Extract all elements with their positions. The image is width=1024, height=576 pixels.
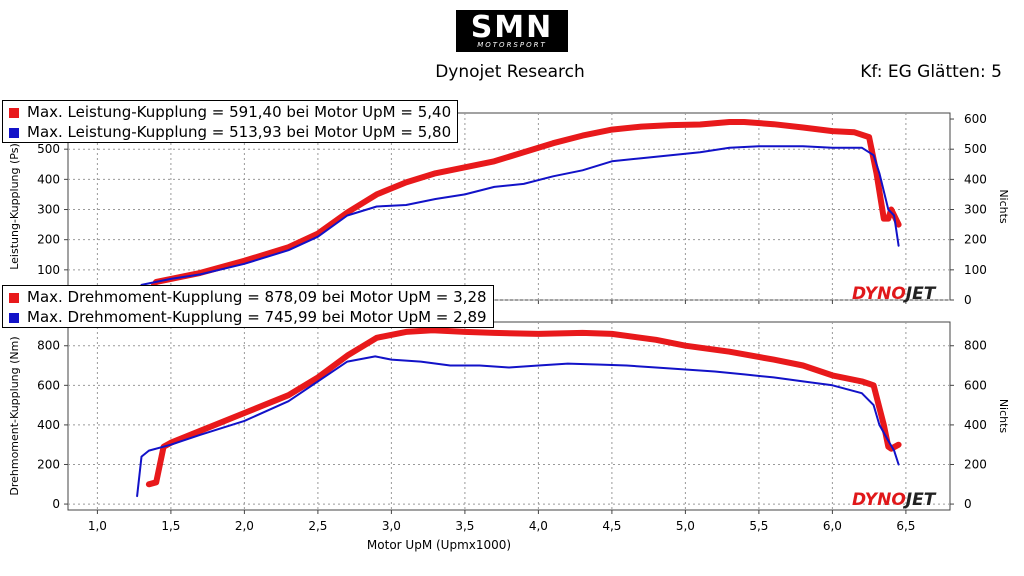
power-y-tick-label: 300 [37,203,60,217]
legend-entry: Max. Drehmoment-Kupplung = 878,09 bei Mo… [9,287,487,307]
legend-text: Max. Leistung-Kupplung = 513,93 bei Moto… [27,123,452,141]
dynojet-part1: DYNO [852,284,906,304]
x-tick-label: 6,5 [896,519,915,533]
logo-subtext: MOTORSPORT [477,41,547,49]
torque-plot-frame [67,321,951,511]
power-y-tick-label: 400 [37,172,60,186]
legend-text: Max. Drehmoment-Kupplung = 745,99 bei Mo… [27,308,487,326]
dynojet-part1: DYNO [852,490,906,510]
legend-swatch-red [9,108,19,118]
torque-series-blue [136,355,900,498]
legend-swatch-blue [9,128,19,138]
torque-y-right-tick-label: 600 [964,378,987,392]
x-tick-label: 1,5 [161,519,180,533]
dynojet-part2: JET [905,490,936,510]
power-y-right-tick-label: 200 [964,233,987,247]
legend-text: Max. Leistung-Kupplung = 591,40 bei Moto… [27,103,452,121]
x-tick-label: 3,0 [382,519,401,533]
power-y-axis-label: Leistung-Kupplung (Ps) [8,143,21,270]
x-tick-label: 5,0 [676,519,695,533]
power-series-blue [136,145,900,300]
torque-y-tick-label: 200 [37,457,60,471]
dynojet-logo-top: DYNOJET [852,284,935,304]
x-tick-label: 2,0 [235,519,254,533]
legend-entry: Max. Leistung-Kupplung = 591,40 bei Moto… [9,102,451,122]
dynojet-part2: JET [905,284,936,304]
x-tick-label: 2,5 [308,519,327,533]
torque-y-tick-label: 0 [52,497,60,511]
x-tick-label: 4,5 [602,519,621,533]
x-tick-label: 4,0 [529,519,548,533]
power-series-red [145,119,902,297]
legend-swatch-blue [9,313,19,323]
logo-text: SMN [470,10,554,45]
power-y-tick-label: 500 [37,142,60,156]
x-tick-label: 1,0 [88,519,107,533]
torque-y-right-tick-label: 0 [964,497,972,511]
legend-swatch-red [9,293,19,303]
power-y-tick-label: 100 [37,263,60,277]
torque-y-tick-label: 600 [37,378,60,392]
power-y-right-tick-label: 400 [964,172,987,186]
dynojet-logo-bottom: DYNOJET [852,490,935,510]
power-y-right-axis-label: Nichts [997,189,1010,224]
x-axis-label: Motor UpM (Upmx1000) [367,538,511,552]
power-y-right-tick-label: 100 [964,263,987,277]
x-tick-label: 6,0 [823,519,842,533]
torque-y-right-tick-label: 200 [964,457,987,471]
torque-legend: Max. Drehmoment-Kupplung = 878,09 bei Mo… [2,285,494,328]
torque-series-red [145,327,902,488]
torque-y-right-tick-label: 800 [964,339,987,353]
power-legend: Max. Leistung-Kupplung = 591,40 bei Moto… [2,100,459,143]
power-y-right-tick-label: 300 [964,203,987,217]
legend-entry: Max. Leistung-Kupplung = 513,93 bei Moto… [9,122,451,142]
smoothing-label: Kf: EG Glätten: 5 [860,62,1002,82]
torque-y-axis-label: Drehmoment-Kupplung (Nm) [8,336,21,495]
torque-y-right-axis-label: Nichts [997,399,1010,434]
power-y-tick-label: 200 [37,233,60,247]
smn-logo: SMN MOTORSPORT [456,10,568,52]
legend-text: Max. Drehmoment-Kupplung = 878,09 bei Mo… [27,288,487,306]
legend-entry: Max. Drehmoment-Kupplung = 745,99 bei Mo… [9,307,487,327]
power-y-right-tick-label: 500 [964,142,987,156]
page-title: Dynojet Research [435,62,585,82]
torque-y-right-tick-label: 400 [964,418,987,432]
power-y-right-tick-label: 0 [964,293,972,307]
x-tick-label: 3,5 [455,519,474,533]
power-y-right-tick-label: 600 [964,112,987,126]
torque-y-tick-label: 400 [37,418,60,432]
x-tick-label: 5,5 [749,519,768,533]
torque-y-tick-label: 800 [37,339,60,353]
